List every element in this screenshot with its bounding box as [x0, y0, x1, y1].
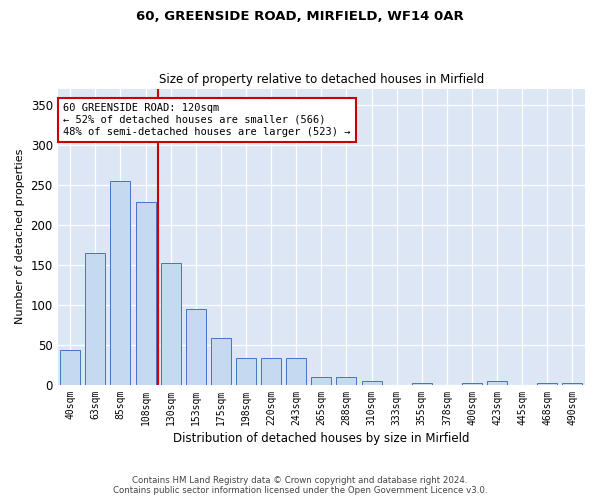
Text: 60, GREENSIDE ROAD, MIRFIELD, WF14 0AR: 60, GREENSIDE ROAD, MIRFIELD, WF14 0AR	[136, 10, 464, 23]
Bar	[462, 382, 482, 385]
Bar	[311, 377, 331, 385]
Bar	[412, 382, 432, 385]
Bar	[136, 202, 155, 385]
Bar	[60, 350, 80, 385]
Bar	[562, 384, 583, 385]
Bar	[261, 358, 281, 385]
Title: Size of property relative to detached houses in Mirfield: Size of property relative to detached ho…	[159, 73, 484, 86]
Bar	[110, 180, 130, 385]
Bar	[537, 382, 557, 385]
Bar	[211, 338, 231, 385]
Bar	[337, 377, 356, 385]
Y-axis label: Number of detached properties: Number of detached properties	[15, 149, 25, 324]
Bar	[286, 358, 306, 385]
Bar	[161, 263, 181, 385]
X-axis label: Distribution of detached houses by size in Mirfield: Distribution of detached houses by size …	[173, 432, 470, 445]
Bar	[362, 381, 382, 385]
Bar	[487, 381, 507, 385]
Bar	[186, 309, 206, 385]
Bar	[236, 358, 256, 385]
Text: Contains HM Land Registry data © Crown copyright and database right 2024.
Contai: Contains HM Land Registry data © Crown c…	[113, 476, 487, 495]
Bar	[85, 253, 106, 385]
Text: 60 GREENSIDE ROAD: 120sqm
← 52% of detached houses are smaller (566)
48% of semi: 60 GREENSIDE ROAD: 120sqm ← 52% of detac…	[63, 104, 350, 136]
